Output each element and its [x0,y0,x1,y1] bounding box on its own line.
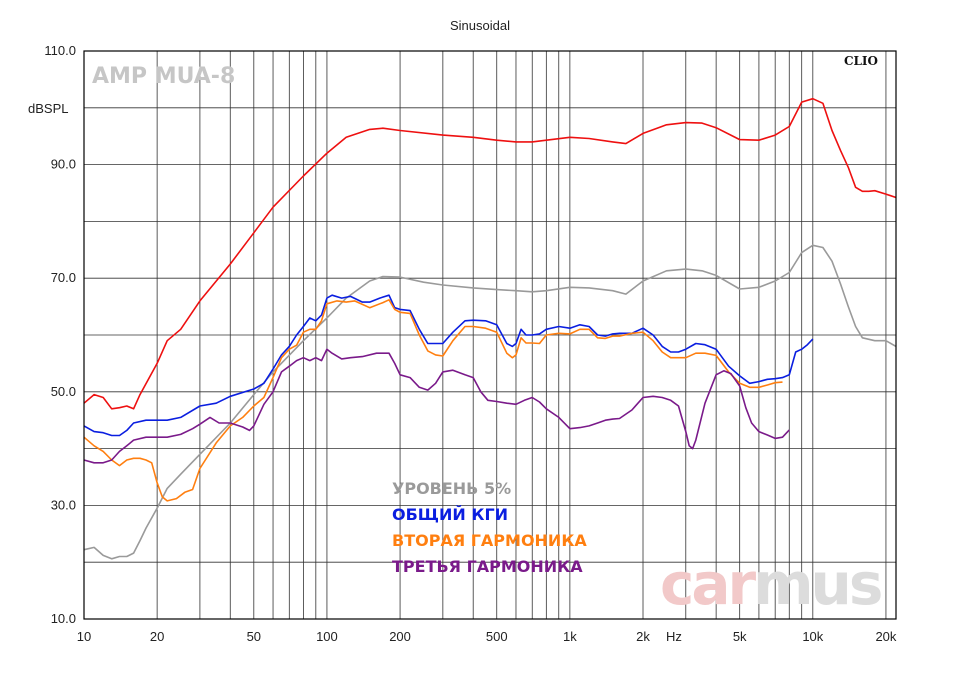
x-tick-label: 100 [316,629,338,644]
x-tick-label: 200 [389,629,411,644]
y-tick-label: 70.0 [51,270,76,285]
chart-title: Sinusoidal [450,18,510,33]
x-tick-label: 20 [150,629,164,644]
y-tick-labels: 110.0 90.0 70.0 50.0 30.0 10.0 [44,43,76,626]
product-watermark: AMP MUA-8 [92,64,235,89]
curves [83,97,897,560]
level-curve [83,97,897,410]
x-tick-label: 10k [802,629,823,644]
gray-5pct-curve [83,244,897,560]
y-tick-label: 110.0 [44,43,76,58]
x-tick-label: 500 [486,629,508,644]
x-tick-labels: 10 20 50 100 200 500 1k 2k 5k 10k 20k [77,629,897,644]
x-tick-label: 10 [77,629,91,644]
logo-part-mus: mus [753,550,881,618]
legend-total-thd: ОБЩИЙ КГИ [392,505,508,524]
y-tick-label: 10.0 [51,611,76,626]
second-harmonic-curve [83,299,783,502]
y-tick-label: 30.0 [51,497,76,512]
carmus-logo: carmus [660,550,881,618]
x-tick-label: 5k [733,629,747,644]
legend-third-harmonic: ТРЕТЬЯ ГАРМОНИКА [392,557,583,576]
third-harmonic-curve [83,348,790,464]
x-tick-label: 1k [563,629,577,644]
x-tick-label: 50 [247,629,261,644]
total-thd-curve [83,294,814,437]
x-tick-label: 20k [875,629,896,644]
logo-part-car: car [660,550,757,618]
legend-level-5pct: УРОВЕНЬ 5% [392,479,511,498]
x-axis-unit-label: Hz [666,629,682,644]
plot-annotations: AMP MUA-8 CLIO carmus [92,54,884,618]
clio-brand-label: CLIO [844,54,878,68]
legend-second-harmonic: ВТОРАЯ ГАРМОНИКА [392,531,587,550]
legend: УРОВЕНЬ 5% ОБЩИЙ КГИ ВТОРАЯ ГАРМОНИКА ТРЕТЬ… [392,479,587,576]
y-axis-label: dBSPL [28,101,68,116]
y-tick-label: 90.0 [51,157,76,172]
grid-lines [84,51,896,619]
x-tick-label: 2k [636,629,650,644]
plot-frame [83,50,897,620]
y-tick-label: 50.0 [51,384,76,399]
